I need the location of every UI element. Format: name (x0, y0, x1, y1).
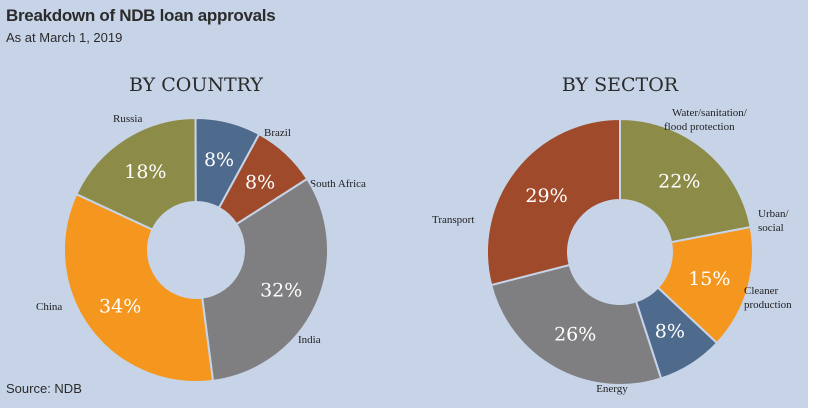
country-chart-title: BY COUNTRY (129, 74, 263, 96)
sector-chart-title: BY SECTOR (561, 74, 679, 96)
slice-urban-social-percent: 15% (688, 268, 730, 290)
slice-urban-social-label: Urban/social (758, 208, 789, 234)
slice-brazil-label: Brazil (264, 127, 291, 139)
slice-energy-label: Energy (596, 383, 628, 395)
slice-brazil-percent: 8% (204, 149, 234, 171)
slice-water-sanitation-flood-protection-label: Water/sanitation/flood protection (664, 107, 748, 133)
chart-title: Breakdown of NDB loan approvals (6, 6, 276, 25)
slice-china-label: China (36, 301, 62, 313)
slice-water-sanitation-flood-protection-percent: 22% (658, 170, 700, 192)
slice-energy (489, 263, 663, 386)
slice-india-label: India (298, 334, 321, 346)
slice-transport-label: Transport (432, 214, 474, 226)
slice-cleaner-production-percent: 8% (655, 321, 685, 343)
slice-urban-social (656, 225, 754, 345)
slice-south-africa-label: South Africa (310, 178, 366, 190)
slice-russia (75, 116, 197, 232)
slice-india (201, 177, 329, 383)
slice-transport-percent: 29% (525, 185, 567, 207)
slice-energy-percent: 26% (554, 323, 596, 345)
slice-india-percent: 32% (260, 280, 302, 302)
slice-china-percent: 34% (99, 296, 141, 318)
chart-subtitle: As at March 1, 2019 (6, 30, 123, 45)
slice-russia-percent: 18% (124, 161, 166, 183)
slice-water-sanitation-flood-protection (619, 117, 752, 244)
slice-transport (486, 117, 621, 287)
slice-south-africa-percent: 8% (245, 171, 275, 193)
slice-china (63, 192, 215, 383)
slice-russia-label: Russia (113, 113, 142, 125)
source-note: Source: NDB (6, 381, 82, 396)
slice-cleaner-production-label: Cleaner production (744, 285, 792, 311)
